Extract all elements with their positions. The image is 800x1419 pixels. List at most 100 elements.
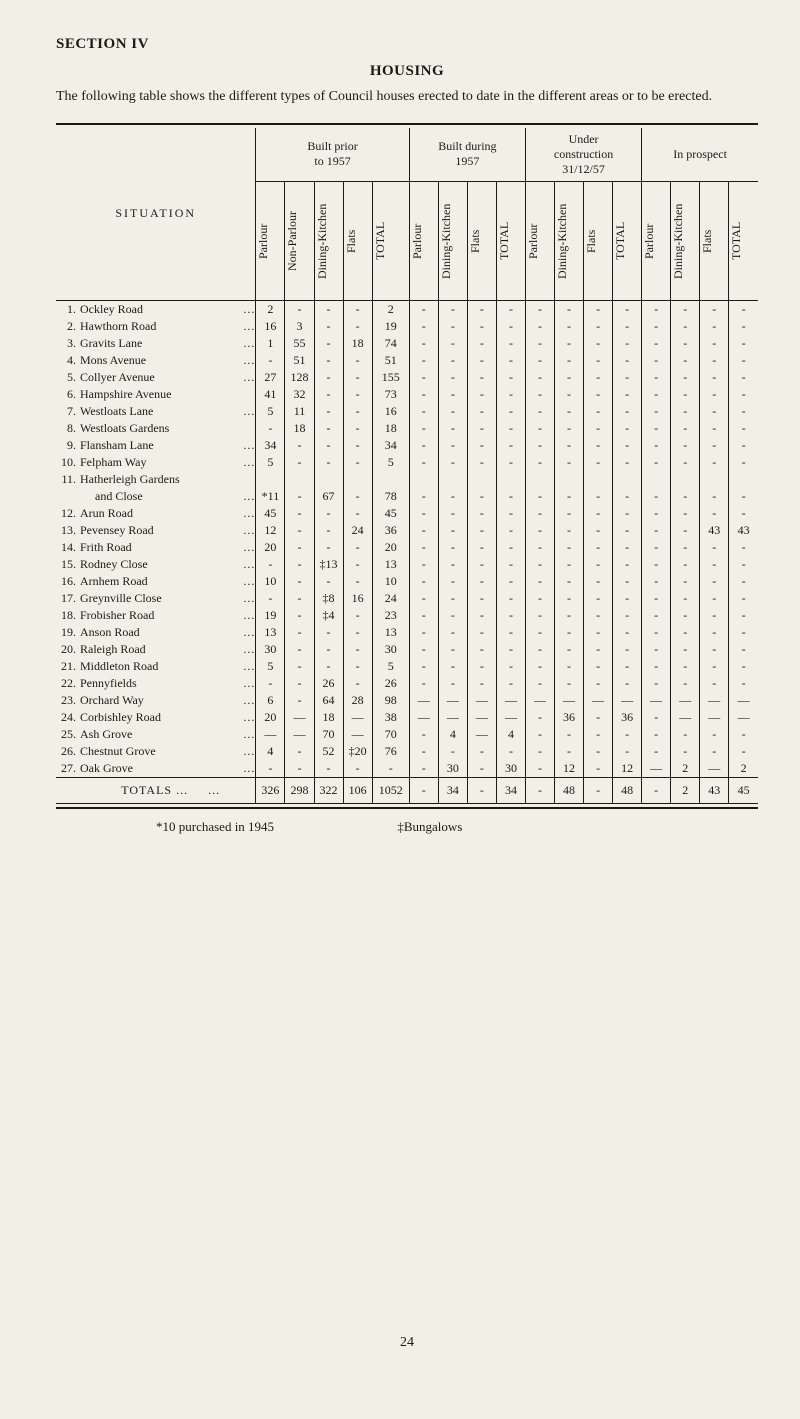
table-cell: - bbox=[343, 607, 372, 624]
table-cell: — bbox=[700, 709, 729, 726]
table-cell: - bbox=[700, 590, 729, 607]
table-cell: ‡13 bbox=[314, 556, 343, 573]
table-cell: - bbox=[613, 335, 642, 352]
table-cell: - bbox=[525, 335, 554, 352]
table-cell: - bbox=[285, 437, 314, 454]
table-cell: - bbox=[700, 488, 729, 505]
table-cell: 4 bbox=[256, 743, 285, 760]
table-cell: - bbox=[409, 590, 438, 607]
table-cell: 2 bbox=[729, 760, 758, 778]
table-cell: 51 bbox=[285, 352, 314, 369]
row-label: 17.Greynville Close... bbox=[56, 590, 255, 607]
table-cell: 12 bbox=[613, 760, 642, 778]
table-cell: 30 bbox=[372, 641, 409, 658]
table-cell: - bbox=[525, 539, 554, 556]
table-cell: - bbox=[525, 607, 554, 624]
table-cell: - bbox=[525, 369, 554, 386]
row-label: 19.Anson Road... bbox=[56, 624, 255, 641]
table-cell: - bbox=[496, 386, 525, 403]
column-header: Flats bbox=[344, 182, 359, 300]
table-cell: - bbox=[584, 573, 613, 590]
table-cell bbox=[525, 471, 554, 488]
table-cell: - bbox=[467, 624, 496, 641]
table-cell: — bbox=[642, 760, 671, 778]
table-cell: 2 bbox=[372, 301, 409, 318]
table-cell: 45 bbox=[372, 505, 409, 522]
table-cell: — bbox=[671, 692, 700, 709]
table-cell: - bbox=[496, 573, 525, 590]
intro-text: The following table shows the different … bbox=[56, 88, 758, 107]
table-cell: - bbox=[642, 318, 671, 335]
table-cell: — bbox=[700, 760, 729, 778]
table-cell: - bbox=[613, 675, 642, 692]
table-cell: - bbox=[496, 403, 525, 420]
table-cell: - bbox=[555, 590, 584, 607]
table-cell: - bbox=[671, 624, 700, 641]
section-title: SECTION IV bbox=[56, 36, 758, 53]
table-cell: - bbox=[729, 590, 758, 607]
table-cell: 34 bbox=[372, 437, 409, 454]
table-cell: - bbox=[467, 369, 496, 386]
table-cell: — bbox=[343, 709, 372, 726]
table-cell: - bbox=[700, 624, 729, 641]
row-label: 21.Middleton Road... bbox=[56, 658, 255, 675]
table-cell: - bbox=[700, 386, 729, 403]
table-cell: - bbox=[729, 488, 758, 505]
table-cell: - bbox=[555, 573, 584, 590]
table-cell: - bbox=[555, 335, 584, 352]
table-cell: - bbox=[438, 420, 467, 437]
row-label: 15.Rodney Close... bbox=[56, 556, 255, 573]
table-cell: - bbox=[584, 488, 613, 505]
table-cell: - bbox=[343, 301, 372, 318]
row-label: 3.Gravits Lane... bbox=[56, 335, 255, 352]
table-cell: - bbox=[729, 454, 758, 471]
group-header: In prospect bbox=[642, 128, 758, 182]
table-cell: 20 bbox=[256, 709, 285, 726]
table-cell: 16 bbox=[372, 403, 409, 420]
table-cell bbox=[314, 471, 343, 488]
table-cell: 36 bbox=[613, 709, 642, 726]
table-cell: 36 bbox=[555, 709, 584, 726]
table-cell: - bbox=[409, 352, 438, 369]
column-header: Parlour bbox=[642, 182, 657, 300]
table-cell bbox=[671, 471, 700, 488]
table-cell: — bbox=[525, 692, 554, 709]
table-cell: - bbox=[729, 573, 758, 590]
table-cell: - bbox=[256, 556, 285, 573]
table-cell: - bbox=[409, 658, 438, 675]
table-cell: - bbox=[343, 437, 372, 454]
totals-cell: - bbox=[525, 778, 554, 804]
table-cell: - bbox=[555, 352, 584, 369]
table-cell: - bbox=[314, 318, 343, 335]
table-cell: - bbox=[729, 726, 758, 743]
table-cell: - bbox=[343, 488, 372, 505]
table-cell: - bbox=[671, 658, 700, 675]
table-cell: - bbox=[285, 607, 314, 624]
table-cell: - bbox=[642, 709, 671, 726]
table-cell: - bbox=[343, 420, 372, 437]
table-cell: - bbox=[467, 386, 496, 403]
table-cell: - bbox=[613, 743, 642, 760]
table-cell: - bbox=[525, 454, 554, 471]
table-cell: - bbox=[314, 403, 343, 420]
table-cell: 24 bbox=[343, 522, 372, 539]
column-header: Dining-Kitchen bbox=[439, 182, 454, 300]
table-cell: - bbox=[700, 352, 729, 369]
table-cell: 2 bbox=[671, 760, 700, 778]
table-cell: 78 bbox=[372, 488, 409, 505]
table-cell: - bbox=[642, 590, 671, 607]
row-label: 23.Orchard Way... bbox=[56, 692, 255, 709]
table-cell: - bbox=[285, 658, 314, 675]
row-label: 10.Felpham Way... bbox=[56, 454, 255, 471]
table-cell: - bbox=[285, 692, 314, 709]
table-cell: - bbox=[314, 658, 343, 675]
table-cell: - bbox=[438, 352, 467, 369]
table-cell: - bbox=[409, 624, 438, 641]
table-cell: - bbox=[438, 658, 467, 675]
housing-table: SITUATION Built prior to 1957 Built duri… bbox=[56, 123, 758, 810]
table-cell: - bbox=[671, 352, 700, 369]
table-cell bbox=[285, 471, 314, 488]
table-cell: - bbox=[525, 488, 554, 505]
column-header: TOTAL bbox=[373, 182, 388, 300]
totals-cell: 298 bbox=[285, 778, 314, 804]
